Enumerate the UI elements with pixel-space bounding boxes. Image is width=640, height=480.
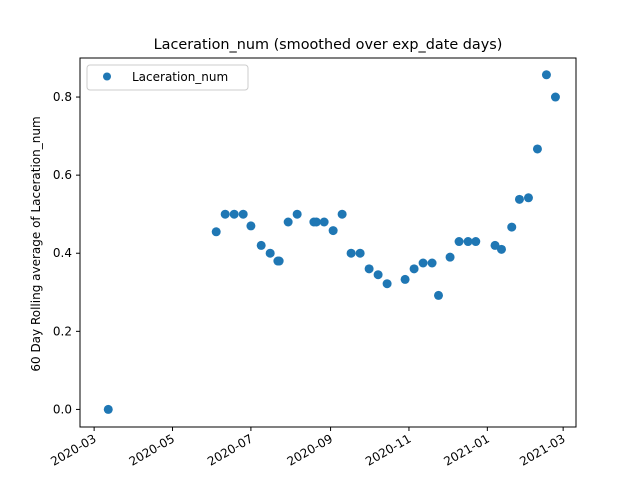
y-tick-label: 0.2 bbox=[53, 324, 72, 338]
data-point bbox=[427, 258, 437, 268]
data-point bbox=[256, 240, 266, 250]
data-point bbox=[246, 221, 256, 231]
legend-marker bbox=[103, 72, 111, 81]
data-point bbox=[283, 217, 293, 227]
data-point bbox=[445, 252, 455, 262]
data-point bbox=[434, 290, 444, 300]
data-point bbox=[328, 226, 338, 236]
data-point bbox=[463, 237, 473, 247]
y-tick-label: 0.0 bbox=[53, 402, 72, 416]
data-point bbox=[514, 194, 524, 204]
y-tick-label: 0.6 bbox=[53, 168, 72, 182]
data-point bbox=[265, 248, 275, 258]
data-point bbox=[346, 248, 356, 258]
y-axis-ticks: 0.0 0.2 0.4 0.6 0.8 bbox=[53, 90, 80, 416]
plot-frame bbox=[79, 57, 577, 428]
data-point bbox=[471, 237, 481, 247]
data-point bbox=[319, 217, 329, 227]
data-point bbox=[311, 217, 321, 227]
data-point bbox=[523, 193, 533, 203]
data-point bbox=[550, 92, 560, 102]
data-points bbox=[103, 70, 560, 414]
data-point bbox=[229, 209, 239, 219]
data-point bbox=[532, 144, 542, 154]
data-point bbox=[337, 209, 347, 219]
y-tick-label: 0.4 bbox=[53, 246, 72, 260]
data-point bbox=[274, 256, 284, 266]
chart-title: Laceration_num (smoothed over exp_date d… bbox=[154, 37, 503, 53]
data-point bbox=[507, 222, 517, 232]
y-axis-label: 60 Day Rolling average of Laceration_num bbox=[29, 116, 43, 371]
data-point bbox=[496, 244, 506, 254]
data-point bbox=[103, 404, 113, 414]
data-point bbox=[409, 264, 419, 274]
data-point bbox=[364, 264, 374, 274]
data-point bbox=[355, 248, 365, 258]
data-point bbox=[373, 270, 383, 280]
data-point bbox=[220, 209, 230, 219]
data-point bbox=[541, 70, 551, 80]
data-point bbox=[400, 274, 410, 284]
legend: Laceration_num bbox=[86, 64, 249, 91]
data-point bbox=[382, 279, 392, 289]
legend-box bbox=[86, 64, 249, 91]
data-point bbox=[211, 227, 221, 237]
y-tick-label: 0.8 bbox=[53, 90, 72, 104]
data-point bbox=[292, 209, 302, 219]
data-point bbox=[454, 237, 464, 247]
data-point bbox=[418, 258, 428, 268]
data-point bbox=[238, 209, 248, 219]
legend-label: Laceration_num bbox=[132, 70, 228, 84]
